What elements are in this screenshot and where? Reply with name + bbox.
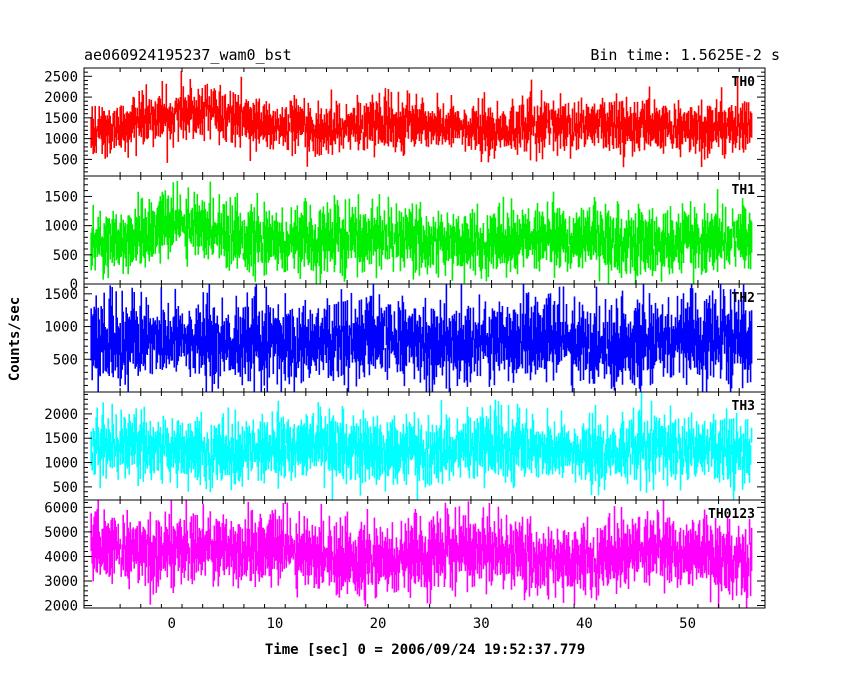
y-tick-label: 2000 <box>44 90 78 106</box>
chart-subtitle: Bin time: 1.5625E-2 s <box>590 46 780 64</box>
panel-th3: 500 1000 1500 2000 TH3 <box>44 391 766 501</box>
y-tick-label: 0 <box>70 277 78 293</box>
y-tick-label: 5000 <box>44 525 78 541</box>
panel-th1: 0 500 1000 1500 TH1 <box>44 175 766 293</box>
y-tick-label: 1500 <box>44 431 78 447</box>
y-tick-label: 2500 <box>44 69 78 85</box>
y-axis-title: Counts/sec <box>7 297 23 381</box>
x-tick-label: 10 <box>266 616 283 632</box>
y-tick-label: 4000 <box>44 549 78 565</box>
y-tick-label: 2000 <box>44 599 78 615</box>
y-tick-label: 1000 <box>44 132 78 148</box>
y-tick-label: 500 <box>53 480 78 496</box>
series-th1-line <box>90 181 753 284</box>
x-tick-label: 0 <box>167 616 175 632</box>
panel-th0: 500 1000 1500 2000 2500 TH0 <box>44 67 766 177</box>
panel-label-th2: TH2 <box>732 291 755 306</box>
y-tick-label: 500 <box>53 248 78 264</box>
panel-label-th3: TH3 <box>732 399 755 414</box>
panel-frame <box>83 499 766 609</box>
y-tick-label: 1000 <box>44 219 78 235</box>
y-tick-label: 1000 <box>44 320 78 336</box>
panel-label-th0123: TH0123 <box>708 507 755 522</box>
x-tick-label: 30 <box>473 616 490 632</box>
y-tick-label: 1500 <box>44 111 78 127</box>
y-tick-label: 500 <box>53 352 78 368</box>
y-tick-label: 1500 <box>44 189 78 205</box>
x-tick-label: 20 <box>370 616 387 632</box>
y-tick-label: 1000 <box>44 456 78 472</box>
series-th2-line <box>90 284 753 392</box>
panel-label-th0: TH0 <box>732 75 756 90</box>
series-th0123-line <box>90 500 753 608</box>
series-th0-line <box>90 71 753 168</box>
x-axis-title: Time [sec] 0 = 2006/09/24 19:52:37.779 <box>265 642 585 658</box>
x-tick-label: 50 <box>679 616 696 632</box>
y-tick-label: 6000 <box>44 500 78 516</box>
chart-title: ae060924195237_wam0_bst <box>84 46 292 64</box>
panel-th2: 500 1000 1500 TH2 <box>44 283 766 393</box>
y-tick-label: 2000 <box>44 407 78 423</box>
x-tick-label: 40 <box>576 616 593 632</box>
y-tick-label: 3000 <box>44 574 78 590</box>
panel-label-th1: TH1 <box>732 183 756 198</box>
y-tick-label: 500 <box>53 152 78 168</box>
panel-th0123: 2000 3000 4000 5000 6000 TH0123 <box>44 499 766 615</box>
y-tick-label: 1500 <box>44 287 78 303</box>
series-th3-line <box>90 392 753 500</box>
